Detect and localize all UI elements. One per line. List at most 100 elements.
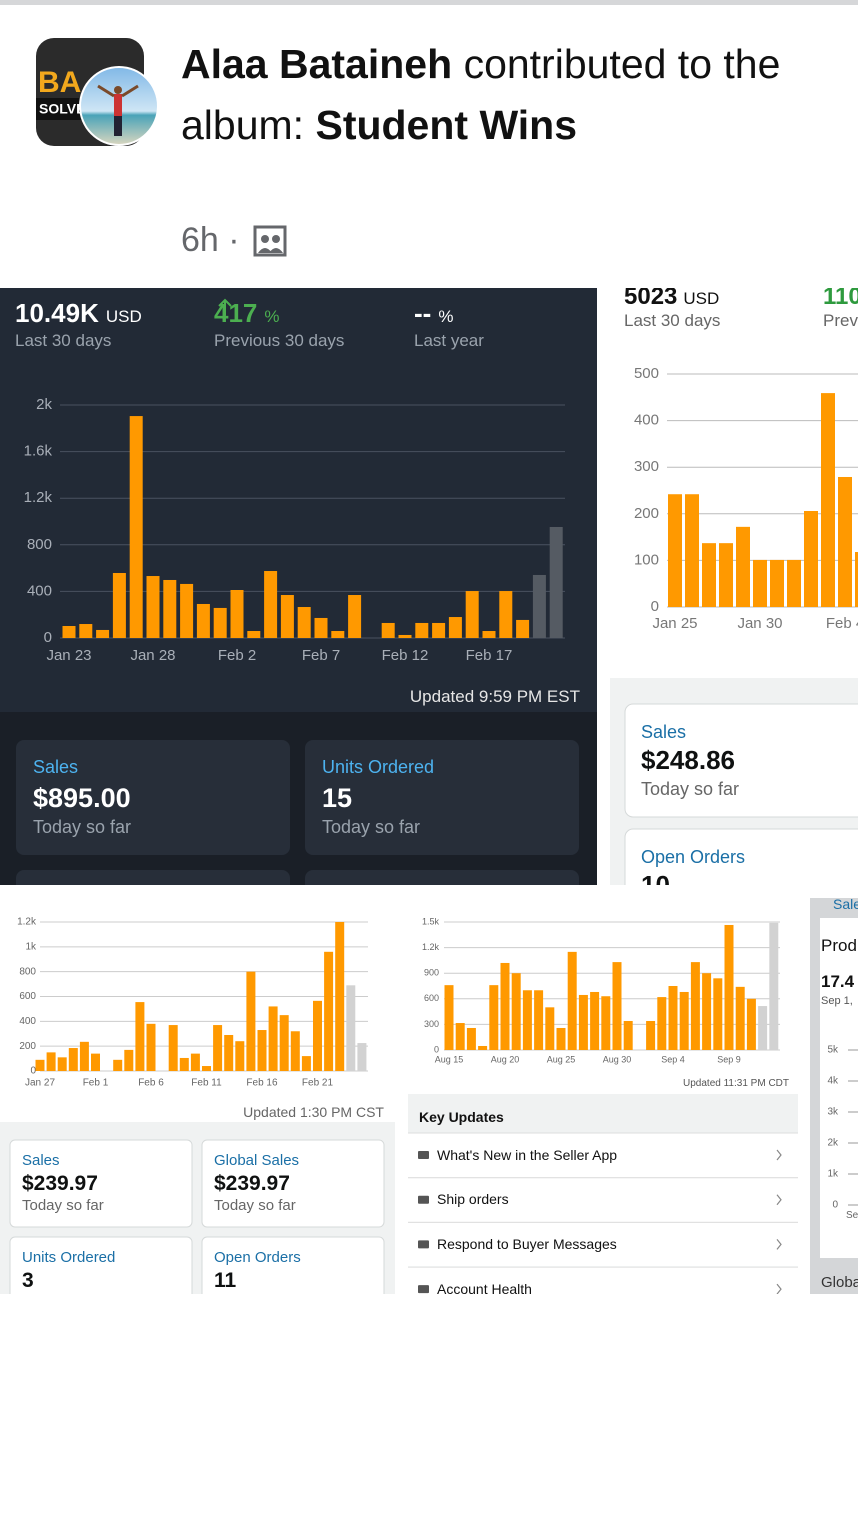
y-tick-label: 0 xyxy=(30,1066,36,1077)
x-tick-label: Jan 23 xyxy=(46,647,91,664)
text: Account Health xyxy=(437,1280,532,1294)
bar xyxy=(668,494,682,607)
list-row xyxy=(408,1267,798,1294)
bar xyxy=(724,924,734,1050)
bar xyxy=(855,552,858,607)
text: Updated 1:30 PM CST xyxy=(243,1103,384,1120)
bar xyxy=(567,951,577,1050)
text: Units Ordered xyxy=(22,1249,116,1266)
x-tick-label: Feb 1 xyxy=(83,1078,109,1089)
y-tick-label: 0 xyxy=(434,1044,439,1054)
bar xyxy=(46,1052,56,1071)
bar xyxy=(578,994,588,1050)
x-tick-label: Feb 11 xyxy=(191,1078,222,1089)
x-tick-label: Aug 20 xyxy=(491,1054,520,1064)
bar xyxy=(534,990,544,1050)
post-headline: Alaa Bataineh contributed to the album: … xyxy=(181,34,858,156)
avatar: BA SOLVES xyxy=(36,38,159,146)
text: $895.00 xyxy=(33,782,131,813)
bar xyxy=(202,1066,211,1071)
bar xyxy=(279,1015,289,1071)
card xyxy=(201,1139,385,1228)
bar xyxy=(482,631,496,638)
x-tick-label: Feb 4 xyxy=(826,615,858,632)
y-tick-label: 800 xyxy=(27,536,52,553)
bar xyxy=(448,617,462,638)
text: USD xyxy=(105,307,142,327)
x-tick-label: Aug 15 xyxy=(435,1054,464,1064)
y-tick-label: 0 xyxy=(44,629,52,646)
bar xyxy=(466,1027,476,1050)
bar xyxy=(331,631,345,638)
text: -- xyxy=(414,298,432,329)
text: Global Sales xyxy=(214,1152,300,1169)
bar xyxy=(297,607,311,638)
bar xyxy=(314,617,328,638)
y-tick-label: 1.2k xyxy=(422,942,440,952)
x-tick-label: Jan 28 xyxy=(130,647,175,664)
bar xyxy=(213,607,227,638)
text: Units Ordered xyxy=(322,757,435,778)
y-tick-label: 3k xyxy=(827,1107,839,1118)
bar xyxy=(290,1031,300,1071)
bar xyxy=(590,991,600,1050)
text: Last year xyxy=(414,330,484,350)
x-tick-label: Aug 30 xyxy=(603,1054,632,1064)
y-tick-label: 400 xyxy=(27,582,52,599)
list-row xyxy=(408,1177,798,1222)
bar xyxy=(804,511,818,607)
inner-card xyxy=(820,918,858,1258)
text: Last 30 days xyxy=(624,310,721,330)
bar xyxy=(146,576,160,638)
text: Previous 30 days xyxy=(214,330,345,350)
x-tick-label: Jan 30 xyxy=(737,615,782,632)
bar xyxy=(113,1059,123,1071)
time: 6h xyxy=(181,221,219,259)
y-tick-label: 1.5k xyxy=(422,916,440,926)
x-tick-label: Feb 7 xyxy=(302,647,340,664)
item-icon xyxy=(418,1195,429,1204)
y-tick-label: 200 xyxy=(19,1041,36,1052)
bar xyxy=(532,574,546,638)
bar xyxy=(522,990,532,1050)
y-tick-label: 1k xyxy=(827,1169,839,1180)
y-tick-label: 300 xyxy=(424,1019,439,1029)
album-icon xyxy=(253,225,287,257)
y-tick-label: 4k xyxy=(827,1076,839,1087)
item-icon xyxy=(418,1151,429,1159)
text: $239.97 xyxy=(22,1172,98,1196)
bar xyxy=(601,996,611,1050)
text: Sales xyxy=(33,757,79,778)
bar xyxy=(769,922,779,1050)
text: Sep 1, xyxy=(821,995,853,1008)
text: USD xyxy=(683,288,720,308)
x-tick-label: Feb 12 xyxy=(382,647,429,664)
card xyxy=(624,703,858,818)
author: Alaa Bataineh xyxy=(181,41,453,87)
bar xyxy=(257,1030,267,1071)
text: Sale xyxy=(833,898,858,912)
bar xyxy=(163,579,177,638)
text: Updated 9:59 PM EST xyxy=(409,686,580,706)
bar xyxy=(235,1041,245,1071)
chevron xyxy=(776,1194,782,1206)
text: Open Orders xyxy=(641,847,746,868)
top-bar xyxy=(0,0,858,5)
y-tick-label: 800 xyxy=(19,966,36,977)
bar xyxy=(713,978,723,1050)
bar xyxy=(455,1023,465,1050)
y-tick-label: 5k xyxy=(827,1045,839,1056)
x-tick-label: Jan 27 xyxy=(25,1078,55,1089)
action: contributed to the album: xyxy=(181,41,781,148)
text: 15 xyxy=(322,782,353,813)
text: 10.49K xyxy=(15,298,99,329)
x-tick-label: Feb 21 xyxy=(302,1078,334,1089)
bar xyxy=(146,1023,156,1071)
bar xyxy=(612,962,622,1050)
bar xyxy=(301,1056,311,1071)
chevron xyxy=(776,1283,782,1294)
y-tick-label: 100 xyxy=(634,551,659,568)
bar xyxy=(545,1007,555,1050)
item-icon xyxy=(418,1240,429,1249)
